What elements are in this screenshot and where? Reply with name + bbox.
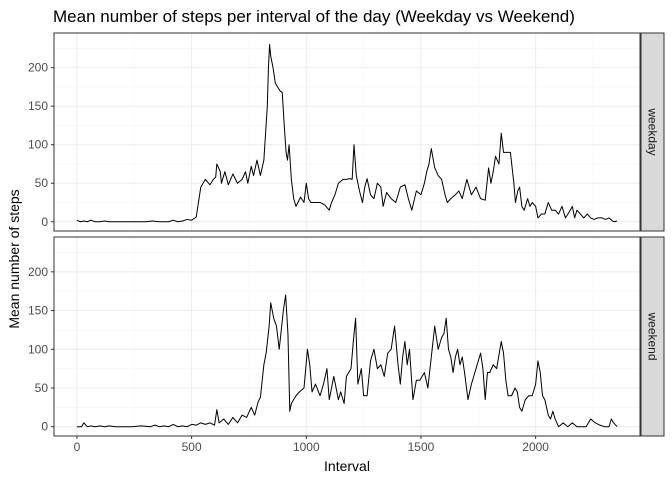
panel-weekend: 0 50 100 150 200 weekend bbox=[28, 236, 665, 437]
x-tick-label: 2000 bbox=[522, 440, 549, 454]
x-axis: 0 500 1000 1500 2000 bbox=[74, 436, 549, 454]
facet-strip bbox=[640, 236, 665, 437]
panel-background bbox=[54, 33, 640, 231]
chart-title: Mean number of steps per interval of the… bbox=[53, 7, 575, 26]
y-tick-label: 50 bbox=[35, 176, 49, 190]
y-tick-label: 100 bbox=[28, 138, 48, 152]
x-tick-label: 0 bbox=[74, 440, 81, 454]
y-tick-label: 0 bbox=[41, 215, 48, 229]
x-tick-label: 1500 bbox=[408, 440, 435, 454]
panel-border bbox=[53, 236, 641, 437]
y-tick-label: 150 bbox=[28, 99, 48, 113]
facet-strip bbox=[640, 32, 665, 232]
y-tick-label: 50 bbox=[35, 381, 49, 395]
y-tick-label: 0 bbox=[41, 420, 48, 434]
panel-background bbox=[54, 237, 640, 436]
x-axis-title: Interval bbox=[324, 458, 370, 474]
y-tick-label: 150 bbox=[28, 304, 48, 318]
y-tick-label: 100 bbox=[28, 342, 48, 356]
facet-strip-label: weekday bbox=[646, 107, 660, 155]
x-tick-label: 500 bbox=[182, 440, 202, 454]
x-tick-label: 1000 bbox=[293, 440, 320, 454]
y-tick-label: 200 bbox=[28, 265, 48, 279]
series-line-weekday bbox=[76, 44, 618, 223]
y-tick-label: 200 bbox=[28, 61, 48, 75]
y-axis-title: Mean number of steps bbox=[6, 189, 22, 328]
facet-strip-label: weekend bbox=[646, 311, 660, 360]
panel-border bbox=[53, 32, 641, 232]
panel-weekday: 0 50 100 150 200 weekday bbox=[28, 32, 665, 232]
series-line-weekend bbox=[76, 294, 618, 428]
